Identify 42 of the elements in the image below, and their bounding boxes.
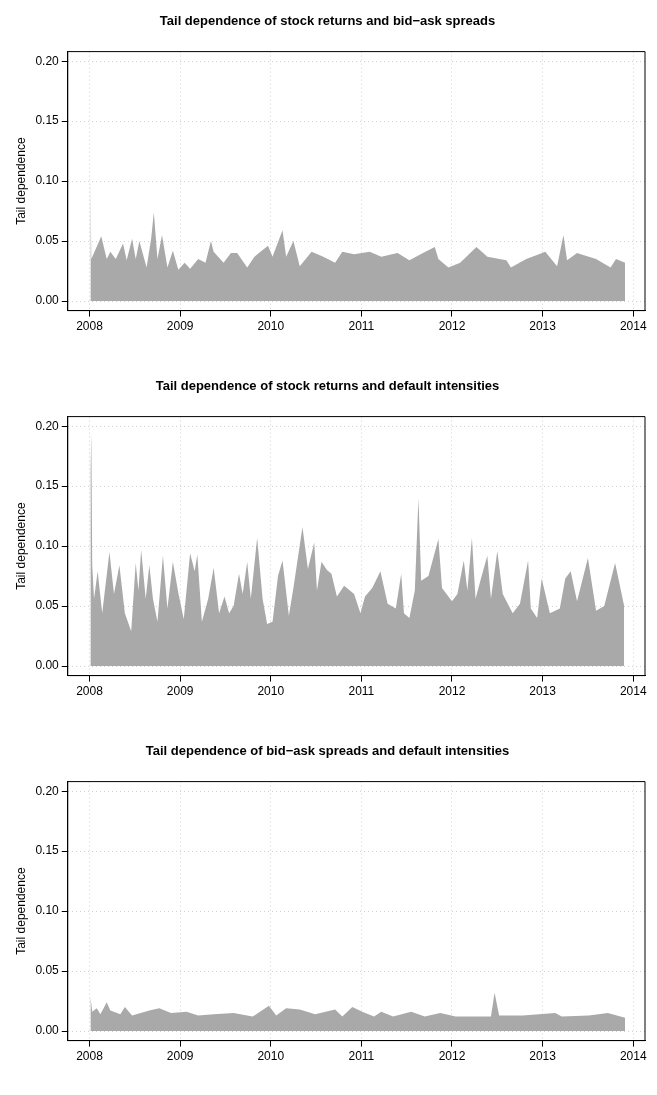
x-tick-label: 2014 (619, 684, 647, 699)
x-tick-label: 2011 (348, 1049, 375, 1064)
y-tick-label: 0.15 (35, 843, 60, 858)
chart-title: Tail dependence of stock returns and bid−ask spreads (159, 13, 496, 29)
x-tick-label: 2009 (166, 319, 194, 334)
y-tick-label: 0.10 (35, 538, 60, 553)
x-tick-label: 2008 (76, 1049, 104, 1064)
x-tick-label: 2009 (166, 1049, 194, 1064)
x-tick-label: 2013 (529, 684, 557, 699)
x-tick-label: 2013 (529, 319, 557, 334)
y-tick-label: 0.20 (35, 418, 60, 433)
x-tick-label: 2012 (438, 684, 466, 699)
x-tick-label: 2008 (76, 684, 104, 699)
y-tick-label: 0.05 (35, 233, 60, 248)
x-tick-label: 2008 (76, 319, 104, 334)
x-tick-label: 2013 (529, 1049, 557, 1064)
y-tick-label: 0.15 (35, 478, 60, 493)
chart-title: Tail dependence of stock returns and default intensities (155, 378, 500, 394)
x-tick-label: 2014 (619, 319, 647, 334)
y-tick-label: 0.00 (35, 658, 60, 673)
y-tick-label: 0.00 (35, 293, 60, 308)
x-tick-label: 2012 (438, 1049, 466, 1064)
y-tick-label: 0.10 (35, 173, 60, 188)
y-tick-label: 0.20 (35, 783, 60, 798)
y-tick-label: 0.10 (35, 903, 60, 918)
x-tick-label: 2010 (257, 1049, 285, 1064)
y-tick-label: 0.00 (35, 1023, 60, 1038)
y-tick-label: 0.15 (35, 113, 60, 128)
x-tick-label: 2010 (257, 319, 285, 334)
y-axis-title: Tail dependence (13, 502, 28, 590)
x-tick-label: 2010 (257, 684, 285, 699)
y-axis-title: Tail dependence (13, 867, 28, 955)
y-tick-label: 0.05 (35, 598, 60, 613)
x-tick-label: 2011 (348, 319, 375, 334)
y-tick-label: 0.05 (35, 963, 60, 978)
y-axis-title: Tail dependence (13, 137, 28, 225)
x-tick-label: 2009 (166, 684, 194, 699)
y-tick-label: 0.20 (35, 53, 60, 68)
chart-title: Tail dependence of bid−ask spreads and default intensities (145, 743, 510, 759)
x-tick-label: 2012 (438, 319, 466, 334)
x-tick-label: 2011 (348, 684, 375, 699)
x-tick-label: 2014 (619, 1049, 647, 1064)
